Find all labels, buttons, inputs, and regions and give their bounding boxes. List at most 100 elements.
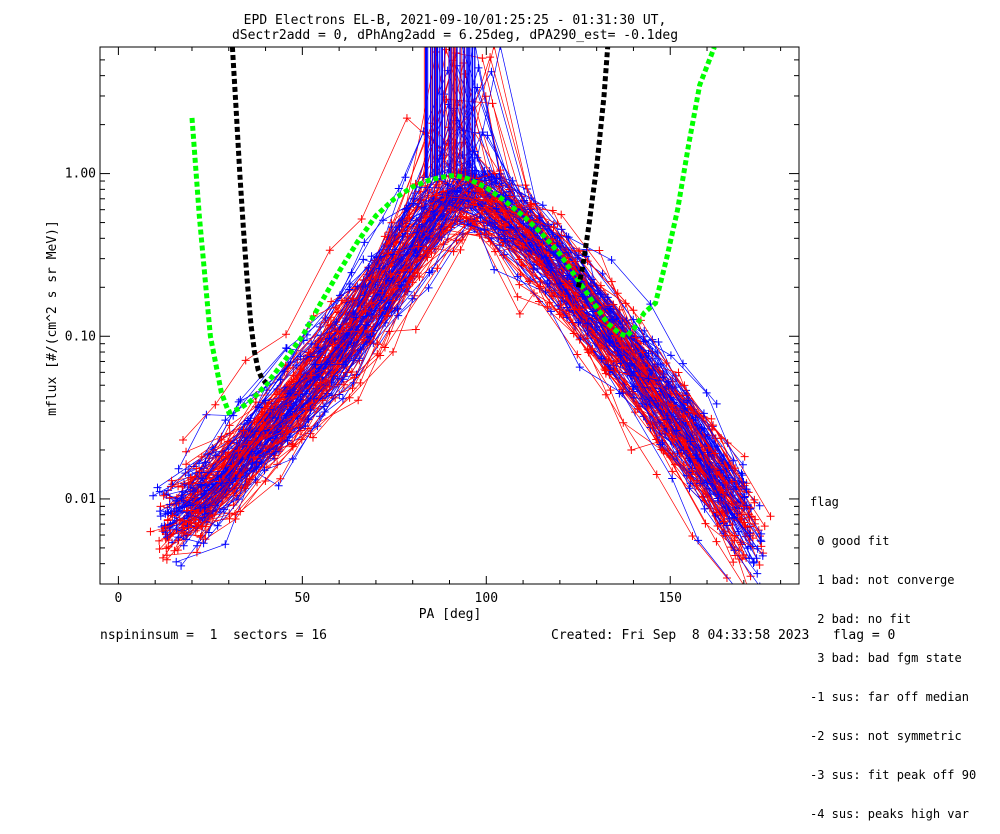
data-point — [231, 474, 240, 483]
data-point — [755, 501, 764, 510]
data-point — [668, 401, 677, 410]
data-point — [674, 368, 683, 377]
legend-item: 1 bad: not converge — [810, 573, 955, 587]
data-point — [578, 292, 587, 301]
data-point — [361, 307, 370, 316]
data-point — [742, 485, 751, 494]
data-point — [755, 561, 764, 570]
data-point — [301, 422, 310, 431]
data-point — [705, 465, 714, 474]
data-point — [685, 403, 694, 412]
data-point — [574, 318, 583, 327]
data-point — [316, 378, 325, 387]
data-point — [194, 508, 203, 517]
data-point — [569, 329, 578, 338]
data-point — [282, 344, 291, 353]
data-point — [411, 325, 420, 334]
data-point — [478, 54, 487, 63]
data-point — [596, 281, 605, 290]
data-point — [524, 228, 533, 237]
data-point — [333, 327, 342, 336]
data-point — [612, 357, 621, 366]
data-point — [149, 491, 158, 500]
data-point — [196, 504, 205, 513]
data-point — [348, 384, 357, 393]
data-point — [494, 233, 503, 242]
data-point — [311, 360, 320, 369]
data-point — [525, 202, 534, 211]
data-point — [339, 360, 348, 369]
data-point — [605, 336, 614, 345]
data-point — [356, 345, 365, 354]
data-point — [575, 247, 584, 256]
data-point — [603, 293, 612, 302]
data-point — [672, 426, 681, 435]
data-point — [446, 205, 455, 214]
chart-title: EPD Electrons EL-B, 2021-09-10/01:25:25 … — [244, 13, 667, 28]
data-point — [618, 320, 627, 329]
data-point — [564, 233, 573, 242]
data-point — [182, 512, 191, 521]
data-point — [707, 414, 716, 423]
footer-left: nspininsum = 1 sectors = 16 — [100, 628, 327, 643]
data-point — [753, 544, 762, 553]
data-point — [288, 439, 297, 448]
data-point — [616, 359, 625, 368]
data-point — [389, 347, 398, 356]
data-point — [183, 521, 192, 530]
data-point — [201, 535, 210, 544]
data-point — [519, 219, 528, 228]
spectrum-line — [158, 210, 713, 542]
fit-curve — [189, 47, 717, 416]
data-point — [384, 249, 393, 258]
data-point — [433, 264, 442, 273]
data-point — [182, 460, 191, 469]
fit-curve — [575, 47, 611, 288]
data-point — [199, 539, 208, 548]
data-point — [463, 220, 472, 229]
data-point — [217, 432, 226, 441]
data-point — [678, 359, 687, 368]
data-point — [739, 502, 748, 511]
spectrum-line — [167, 200, 730, 520]
data-point — [713, 522, 722, 531]
data-point — [664, 382, 673, 391]
data-point — [513, 292, 522, 301]
data-point — [296, 365, 305, 374]
data-point — [184, 480, 193, 489]
data-point — [314, 347, 323, 356]
data-point — [402, 204, 411, 213]
data-point — [601, 366, 610, 375]
data-point — [638, 399, 647, 408]
data-point — [546, 307, 555, 316]
data-point — [344, 330, 353, 339]
data-point — [644, 349, 653, 358]
data-point — [325, 246, 334, 255]
data-point — [406, 274, 415, 283]
data-point — [155, 507, 164, 516]
data-point — [195, 467, 204, 476]
data-point — [601, 390, 610, 399]
axes: 0 50 100 150 1.00 0.10 0.01 — [65, 46, 799, 606]
x-tick-label: 50 — [295, 591, 311, 606]
data-point — [522, 237, 531, 246]
data-point — [397, 281, 406, 290]
data-point — [395, 223, 404, 232]
y-tick-label: 0.01 — [65, 492, 96, 507]
data-point — [292, 361, 301, 370]
data-point — [724, 473, 733, 482]
x-tick-label: 100 — [475, 591, 498, 606]
data-point — [162, 544, 171, 553]
data-point — [423, 246, 432, 255]
data-point — [338, 394, 347, 403]
data-point — [544, 259, 553, 268]
data-point — [177, 561, 186, 570]
data-point — [607, 255, 616, 264]
data-point — [675, 449, 684, 458]
data-point — [661, 405, 670, 414]
data-point — [360, 238, 369, 247]
legend-item: 0 good fit — [810, 534, 890, 548]
data-point — [483, 131, 492, 140]
data-point — [629, 315, 638, 324]
data-point — [486, 53, 495, 62]
